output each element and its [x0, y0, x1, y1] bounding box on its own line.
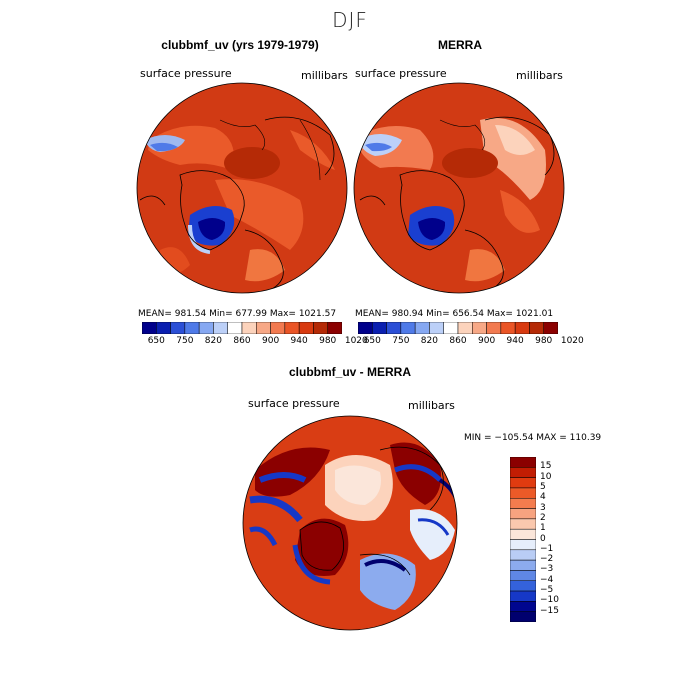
colorbar-diff-tick-label: −4 [540, 574, 554, 585]
colorbar-diff-swatch [510, 508, 536, 520]
colorbar-panel2-swatch [386, 322, 402, 334]
colorbar-panel1-tick-label: 650 [147, 336, 165, 346]
colorbar-panel1-ticks: 650 750 820 860 900 940 980 1020 [142, 336, 368, 348]
colorbar-panel1-tick-label: 980 [319, 336, 337, 346]
colorbar-panel2-tick-label: 900 [478, 336, 496, 346]
colorbar-panel2-swatch [372, 322, 387, 334]
colorbar-panel2-swatch [543, 322, 558, 334]
panel2-title: MERRA [438, 38, 482, 52]
colorbar-diff-ticks: 15 10 5 4 3 2 1 0 −1 −2 −3 −4 −5 −10 −15 [540, 457, 580, 622]
colorbar-panel2-tick-label: 750 [392, 336, 410, 346]
colorbar-panel1-tick-label: 1020 [344, 336, 368, 346]
colorbar-panel2-swatch [400, 322, 416, 334]
colorbar-panel2-swatch [529, 322, 544, 334]
colorbar-diff-swatch [510, 601, 536, 612]
colorbar-panel1-swatch [198, 322, 214, 334]
panel1-stats: MEAN= 981.54 Min= 677.99 Max= 1021.57 [138, 309, 337, 319]
colorbar-diff-swatch [510, 611, 536, 622]
colorbar-diff-tick-label: −5 [540, 585, 554, 596]
colorbar-panel1-tick-label: 900 [262, 336, 280, 346]
colorbar-diff-swatch [510, 570, 536, 582]
colorbar-panel2-swatch [414, 322, 430, 334]
colorbar-panel1-swatch [170, 322, 186, 334]
colorbar-diff-tick-label: 0 [540, 533, 546, 544]
colorbar-panel1-swatch [298, 322, 314, 334]
colorbar-panel1-swatch [327, 322, 342, 334]
colorbar-panel1-tick-label: 940 [290, 336, 308, 346]
colorbar-panel2-tick-label: 980 [535, 336, 553, 346]
colorbar-panel2 [358, 322, 558, 334]
panel1-variable: surface pressure [140, 67, 232, 80]
colorbar-diff-swatch [510, 498, 536, 509]
colorbar-diff-swatch [510, 590, 536, 602]
colorbar-diff-tick-label: −2 [540, 554, 554, 565]
colorbar-panel1-tick-label: 820 [204, 336, 222, 346]
season-title: DJF [332, 8, 368, 32]
colorbar-panel2-tick-label: 860 [449, 336, 467, 346]
colorbar-panel1-swatch [227, 322, 243, 334]
colorbar-diff-tick-label: 5 [540, 481, 546, 492]
colorbar-panel2-swatch [358, 322, 373, 334]
colorbar-panel1-tick-label: 750 [176, 336, 194, 346]
colorbar-panel1-swatch [270, 322, 286, 334]
colorbar-panel2-swatch [514, 322, 530, 334]
diff-variable: surface pressure [248, 397, 340, 410]
panel1-title: clubbmf_uv (yrs 1979-1979) [161, 38, 319, 52]
panel2-stats: MEAN= 980.94 Min= 656.54 Max= 1021.01 [355, 309, 554, 319]
colorbar-panel2-swatch [429, 322, 444, 334]
diff-stats: MIN = −105.54 MAX = 110.39 [464, 433, 602, 443]
colorbar-diff-swatch [510, 528, 536, 540]
colorbar-panel2-tick-label: 820 [420, 336, 438, 346]
colorbar-diff-tick-label: 1 [540, 523, 546, 534]
colorbar-diff-tick-label: −15 [540, 605, 559, 616]
colorbar-panel1-swatch [284, 322, 300, 334]
colorbar-panel1-swatch [142, 322, 157, 334]
panel2-variable: surface pressure [355, 67, 447, 80]
colorbar-diff-tick-label: −10 [540, 595, 559, 606]
colorbar-diff-tick-label: 15 [540, 461, 552, 472]
colorbar-panel1-swatch [156, 322, 171, 334]
colorbar-diff-tick-label: 2 [540, 512, 546, 523]
colorbar-panel1-swatch [213, 322, 228, 334]
colorbar-diff-tick-label: 4 [540, 492, 546, 503]
colorbar-panel2-ticks: 650 750 820 860 900 940 980 1020 [358, 336, 584, 348]
colorbar-panel2-swatch [457, 322, 473, 334]
colorbar-panel1-swatch [241, 322, 257, 334]
colorbar-panel1 [142, 322, 342, 334]
colorbar-diff-swatch [510, 549, 536, 561]
colorbar-diff-tick-label: −1 [540, 543, 554, 554]
colorbar-panel1-tick-label: 860 [233, 336, 251, 346]
colorbar-panel1-swatch [256, 322, 271, 334]
colorbar-panel2-swatch [486, 322, 502, 334]
diff-title: clubbmf_uv - MERRA [288, 365, 411, 379]
colorbar-panel1-swatch [184, 322, 200, 334]
colorbar-panel2-swatch [500, 322, 516, 334]
colorbar-diff-swatch [510, 457, 536, 468]
colorbar-diff-tick-label: 10 [540, 471, 552, 482]
colorbar-panel2-tick-label: 940 [506, 336, 524, 346]
colorbar-panel1-swatch [313, 322, 328, 334]
diff-units: millibars [408, 399, 455, 412]
colorbar-diff-swatch [510, 467, 536, 478]
panel2-units: millibars [516, 69, 563, 82]
colorbar-panel2-swatch [443, 322, 459, 334]
colorbar-diff-swatch [510, 518, 536, 530]
colorbar-panel2-tick-label: 650 [363, 336, 381, 346]
colorbar-diff-swatch [510, 477, 536, 489]
colorbar-diff-swatch [510, 559, 536, 571]
colorbar-diff-swatch [510, 539, 536, 551]
colorbar-diff-tick-label: 3 [540, 502, 546, 513]
colorbar-diff-tick-label: −3 [540, 564, 554, 575]
colorbar-diff-swatch [510, 580, 536, 592]
colorbar-panel2-swatch [472, 322, 487, 334]
colorbar-diff [510, 457, 536, 622]
colorbar-panel2-tick-label: 1020 [560, 336, 584, 346]
colorbar-diff-swatch [510, 487, 536, 499]
panel1-units: millibars [301, 69, 348, 82]
